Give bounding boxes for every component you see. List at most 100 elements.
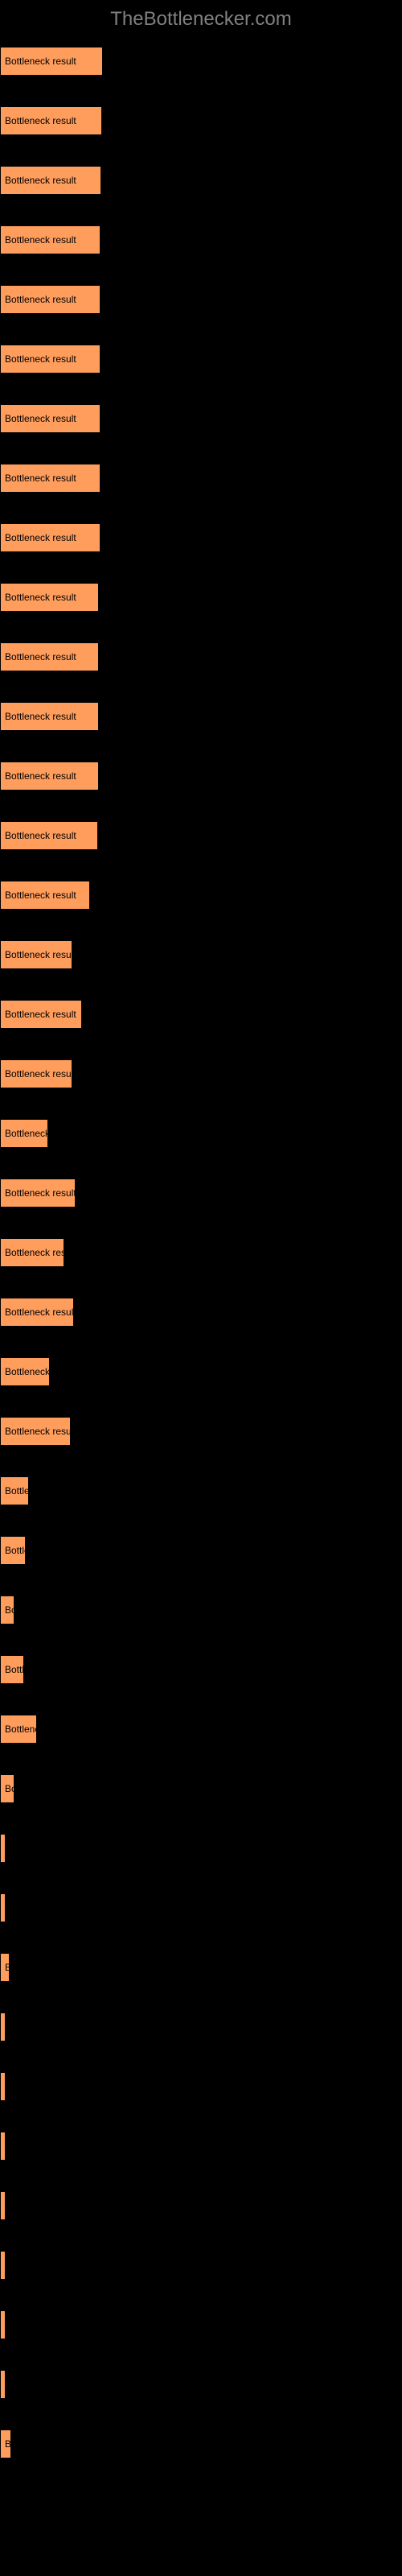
bar-row: Bottleneck result	[0, 1059, 402, 1088]
bar: Bottleneck result	[0, 642, 99, 671]
bar-row: Bottleneck result	[0, 2191, 402, 2220]
bar: Bottleneck result	[0, 1417, 71, 1446]
bar-label: Bottleneck result	[5, 175, 76, 186]
bar-label: Bottleneck result	[5, 1902, 6, 1913]
bar-row: Bottleneck result	[0, 106, 402, 135]
bar-row: Bottleneck result	[0, 1893, 402, 1922]
bar: Bottleneck result	[0, 762, 99, 791]
bar-row: Bottleneck result	[0, 702, 402, 731]
bar-label: Bottleneck result	[5, 473, 76, 484]
bar-row: Bottleneck result	[0, 583, 402, 612]
bar-row: Bottleneck result	[0, 1834, 402, 1863]
bar: Bottleneck result	[0, 1655, 24, 1684]
bar-label: Bottleneck result	[5, 830, 76, 841]
bar-row: Bottleneck result	[0, 1476, 402, 1505]
bar-label: Bottleneck result	[5, 1783, 14, 1794]
bar-label: Bottleneck result	[5, 1843, 6, 1854]
bar-row: Bottleneck result	[0, 881, 402, 910]
bar-label: Bottleneck result	[5, 1724, 37, 1735]
bar: Bottleneck result	[0, 583, 99, 612]
bar-row: Bottleneck result	[0, 2132, 402, 2161]
header: TheBottlenecker.com	[0, 0, 402, 47]
bar-label: Bottleneck result	[5, 1187, 76, 1199]
bar: Bottleneck result	[0, 1476, 29, 1505]
bar-row: Bottleneck result	[0, 821, 402, 850]
bar: Bottleneck result	[0, 166, 101, 195]
bar: Bottleneck result	[0, 940, 72, 969]
bar-label: Bottleneck result	[5, 1485, 29, 1496]
bar-row: Bottleneck result	[0, 762, 402, 791]
bar: Bottleneck result	[0, 285, 100, 314]
bar: Bottleneck result	[0, 1179, 76, 1208]
bar: Bottleneck result	[0, 225, 100, 254]
bar-label: Bottleneck result	[5, 2081, 6, 2092]
bar-row: Bottleneck result	[0, 2013, 402, 2041]
bar: Bottleneck result	[0, 106, 102, 135]
bar-label: Bottleneck result	[5, 949, 72, 960]
bar-row: Bottleneck result	[0, 1238, 402, 1267]
bar: Bottleneck result	[0, 2132, 6, 2161]
bar-row: Bottleneck result	[0, 1119, 402, 1148]
bar-label: Bottleneck result	[5, 651, 76, 663]
bar-row: Bottleneck result	[0, 2429, 402, 2458]
bar: Bottleneck result	[0, 1298, 74, 1327]
bar-row: Bottleneck result	[0, 1953, 402, 1982]
bar: Bottleneck result	[0, 1536, 26, 1565]
bar-row: Bottleneck result	[0, 464, 402, 493]
bar-label: Bottleneck result	[5, 1009, 76, 1020]
bar-row: Bottleneck result	[0, 1655, 402, 1684]
bar: Bottleneck result	[0, 1774, 14, 1803]
bar-row: Bottleneck result	[0, 1715, 402, 1744]
bar-row: Bottleneck result	[0, 1536, 402, 1565]
bar-row: Bottleneck result	[0, 642, 402, 671]
bar-label: Bottleneck result	[5, 1307, 74, 1318]
bar: Bottleneck result	[0, 1357, 50, 1386]
bar-row: Bottleneck result	[0, 1000, 402, 1029]
bar-label: Bottleneck result	[5, 1068, 72, 1080]
bar: Bottleneck result	[0, 1119, 48, 1148]
bar-row: Bottleneck result	[0, 2310, 402, 2339]
bar-label: Bottleneck result	[5, 353, 76, 365]
bar-label: Bottleneck result	[5, 234, 76, 246]
bar-row: Bottleneck result	[0, 166, 402, 195]
bar-label: Bottleneck result	[5, 592, 76, 603]
bar-label: Bottleneck result	[5, 1962, 10, 1973]
bar-row: Bottleneck result	[0, 2370, 402, 2399]
bar: Bottleneck result	[0, 1715, 37, 1744]
bar-label: Bottleneck result	[5, 115, 76, 126]
bar: Bottleneck result	[0, 345, 100, 374]
bar-label: Bottleneck result	[5, 2140, 6, 2152]
bar-row: Bottleneck result	[0, 404, 402, 433]
bar-row: Bottleneck result	[0, 345, 402, 374]
bar-label: Bottleneck result	[5, 294, 76, 305]
site-title: TheBottlenecker.com	[0, 8, 402, 31]
bar-label: Bottleneck result	[5, 532, 76, 543]
bar: Bottleneck result	[0, 2251, 6, 2280]
bar-label: Bottleneck result	[5, 1664, 24, 1675]
bar-label: Bottleneck result	[5, 2260, 6, 2271]
bar: Bottleneck result	[0, 1596, 14, 1624]
bar: Bottleneck result	[0, 2429, 11, 2458]
bar-label: Bottleneck result	[5, 770, 76, 782]
bar: Bottleneck result	[0, 1893, 6, 1922]
bar: Bottleneck result	[0, 47, 103, 76]
bar-label: Bottleneck result	[5, 1604, 14, 1616]
bar: Bottleneck result	[0, 1834, 6, 1863]
bar-row: Bottleneck result	[0, 1596, 402, 1624]
bar-label: Bottleneck result	[5, 1366, 50, 1377]
bar-label: Bottleneck result	[5, 2438, 11, 2450]
bar-row: Bottleneck result	[0, 2072, 402, 2101]
bar: Bottleneck result	[0, 523, 100, 552]
chart-container: Bottleneck result Bottleneck result Bottle…	[0, 47, 402, 2458]
bar-label: Bottleneck result	[5, 711, 76, 722]
bar-row: Bottleneck result	[0, 47, 402, 76]
bar-row: Bottleneck result	[0, 1357, 402, 1386]
bar-row: Bottleneck result	[0, 940, 402, 969]
bar: Bottleneck result	[0, 1238, 64, 1267]
bar-label: Bottleneck result	[5, 1426, 71, 1437]
bar-label: Bottleneck result	[5, 1128, 48, 1139]
bar-label: Bottleneck result	[5, 56, 76, 67]
bar: Bottleneck result	[0, 2013, 6, 2041]
bar: Bottleneck result	[0, 1953, 10, 1982]
bar-label: Bottleneck result	[5, 890, 76, 901]
